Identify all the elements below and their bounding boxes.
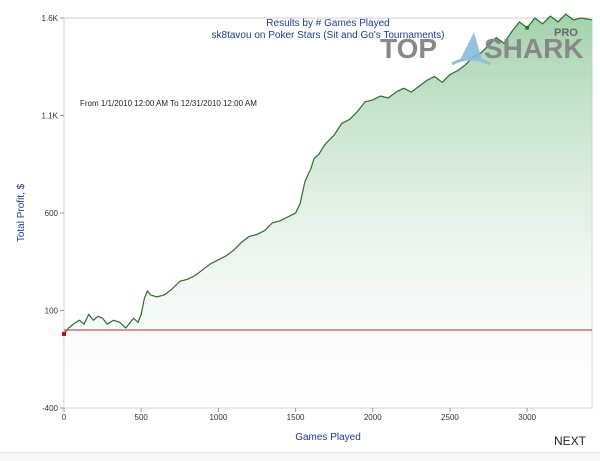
x-tick-label: 500 bbox=[135, 413, 149, 422]
y-axis-label: Total Profit, $ bbox=[16, 183, 27, 242]
topshark-logo: TOP SHARK PRO bbox=[380, 27, 584, 66]
logo-pro-text: PRO bbox=[554, 27, 578, 39]
date-range-annotation: From 1/1/2010 12:00 AM To 12/31/2010 12:… bbox=[80, 99, 257, 108]
shark-icon bbox=[451, 32, 491, 66]
x-axis-label: Games Played bbox=[295, 432, 361, 443]
y-tick-label: 100 bbox=[45, 307, 59, 316]
x-tick-label: 1000 bbox=[209, 413, 227, 422]
logo-shark-text: SHARK bbox=[484, 33, 584, 64]
y-tick-label: -400 bbox=[42, 404, 59, 413]
x-tick-label: 2000 bbox=[364, 413, 382, 422]
chart-title: Results by # Games Played bbox=[266, 18, 389, 29]
y-tick-label: 1.6K bbox=[42, 14, 59, 23]
logo-top-text: TOP bbox=[380, 33, 437, 64]
profit-area-fill bbox=[64, 14, 592, 408]
x-tick-label: 2500 bbox=[441, 413, 459, 422]
y-tick-label: 1.1K bbox=[42, 112, 59, 121]
profit-series-line bbox=[63, 13, 593, 335]
series-start-marker bbox=[62, 331, 66, 336]
series-peak-marker bbox=[525, 25, 530, 30]
x-tick-label: 3000 bbox=[518, 413, 536, 422]
x-tick-label: 1500 bbox=[287, 413, 305, 422]
next-button[interactable]: NEXT bbox=[554, 434, 587, 448]
x-tick-label: 0 bbox=[62, 413, 67, 422]
y-tick-label: 600 bbox=[45, 209, 59, 218]
bottom-strip bbox=[0, 452, 600, 461]
chart-subtitle: sk8tavou on Poker Stars (Sit and Go's To… bbox=[212, 30, 445, 41]
